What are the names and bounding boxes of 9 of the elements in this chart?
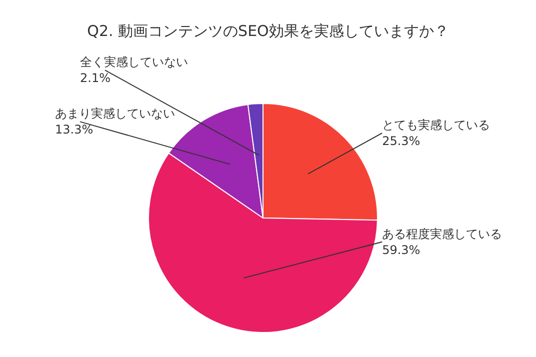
data-label: 25.3%: [382, 134, 420, 148]
slice-label: とても実感している: [382, 118, 490, 132]
slice-label: ある程度実感している: [382, 226, 502, 241]
data-label: 2.1%: [80, 71, 110, 86]
slice-label: 全く実感していない: [80, 55, 188, 70]
slice-label: あまり実感していない: [55, 106, 175, 121]
chart-title: Q2. 動画コンテンツのSEO効果を実感していますか？: [87, 22, 449, 40]
data-label: 13.3%: [55, 122, 94, 137]
data-label: 59.3%: [382, 242, 420, 257]
